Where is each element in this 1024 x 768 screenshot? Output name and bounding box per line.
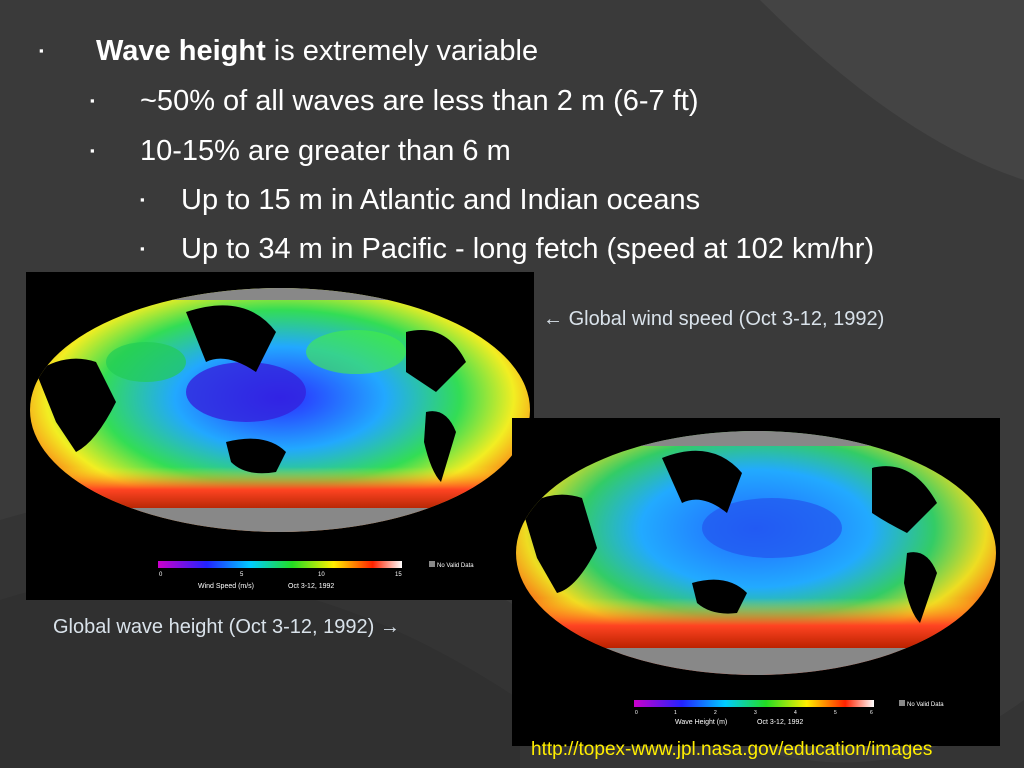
wind-legend-tick: 10 bbox=[318, 572, 325, 578]
wind-legend-tick: 15 bbox=[395, 572, 402, 578]
wind-legend-colorbar bbox=[158, 561, 402, 568]
bullet-marker: ▪ bbox=[39, 43, 44, 58]
bullet-marker: ▪ bbox=[140, 241, 145, 256]
wave-legend-title: Wave Height (m) bbox=[675, 719, 727, 726]
bullet-wave-height: ▪ Wave height is extremely variable bbox=[39, 34, 539, 68]
wind-legend-tick: 5 bbox=[240, 572, 244, 578]
wind-map-caption: ← Global wind speed (Oct 3-12, 1992) bbox=[543, 308, 884, 331]
wave-no-data-label: No Valid Data bbox=[907, 702, 944, 708]
wave-legend-tick: 3 bbox=[754, 710, 757, 716]
bullet-text: Up to 34 m in Pacific - long fetch (spee… bbox=[181, 233, 875, 265]
wave-legend-colorbar bbox=[634, 700, 874, 707]
wave-caption-text: Global wave height (Oct 3-12, 1992) bbox=[53, 616, 375, 638]
wave-legend-tick: 6 bbox=[870, 710, 873, 716]
wave-legend-tick: 4 bbox=[794, 710, 797, 716]
wind-legend-title: Wind Speed (m/s) bbox=[198, 583, 254, 590]
wind-no-data-label: No Valid Data bbox=[437, 563, 474, 569]
bullet-bold-term: Wave height bbox=[96, 35, 266, 67]
bullet-marker: ▪ bbox=[90, 93, 95, 108]
left-arrow-icon: ← bbox=[543, 308, 563, 330]
wind-legend-tick: 0 bbox=[159, 572, 163, 578]
no-data-swatch bbox=[899, 700, 905, 706]
bullet-text: 10-15% are greater than 6 m bbox=[140, 135, 511, 167]
wind-legend-date: Oct 3-12, 1992 bbox=[288, 583, 334, 590]
bullet-text: Up to 15 m in Atlantic and Indian oceans bbox=[181, 184, 701, 216]
bullet-fifty-percent: ▪ ~50% of all waves are less than 2 m (6… bbox=[90, 84, 699, 118]
wave-legend-tick: 1 bbox=[674, 710, 677, 716]
wave-legend-tick: 2 bbox=[714, 710, 717, 716]
wind-speed-map: 0 5 10 15 No Valid Data Wind Speed (m/s)… bbox=[26, 272, 534, 600]
source-url-link[interactable]: http://topex-www.jpl.nasa.gov/education/… bbox=[531, 739, 932, 761]
bullet-pacific: ▪ Up to 34 m in Pacific - long fetch (sp… bbox=[140, 232, 875, 266]
bullet-marker: ▪ bbox=[90, 143, 95, 158]
source-url-text[interactable]: http://topex-www.jpl.nasa.gov/education/… bbox=[531, 739, 933, 760]
bullet-text: ~50% of all waves are less than 2 m (6-7… bbox=[140, 85, 699, 117]
wave-legend-tick: 0 bbox=[635, 710, 638, 716]
right-arrow-icon: → bbox=[379, 616, 400, 638]
wave-map-caption: Global wave height (Oct 3-12, 1992) → bbox=[53, 616, 400, 639]
wave-height-map: 0 1 2 3 4 5 6 No Valid Data Wave Height … bbox=[512, 418, 1000, 746]
wind-caption-text: Global wind speed (Oct 3-12, 1992) bbox=[568, 308, 885, 330]
bullet-atlantic-indian: ▪ Up to 15 m in Atlantic and Indian ocea… bbox=[140, 183, 701, 217]
bullet-marker: ▪ bbox=[140, 192, 145, 207]
wave-legend-tick: 5 bbox=[834, 710, 837, 716]
bullet-ten-fifteen-percent: ▪ 10-15% are greater than 6 m bbox=[90, 134, 511, 168]
no-data-swatch bbox=[429, 561, 435, 567]
wave-legend-date: Oct 3-12, 1992 bbox=[757, 719, 803, 726]
bullet-text: is extremely variable bbox=[265, 35, 539, 67]
